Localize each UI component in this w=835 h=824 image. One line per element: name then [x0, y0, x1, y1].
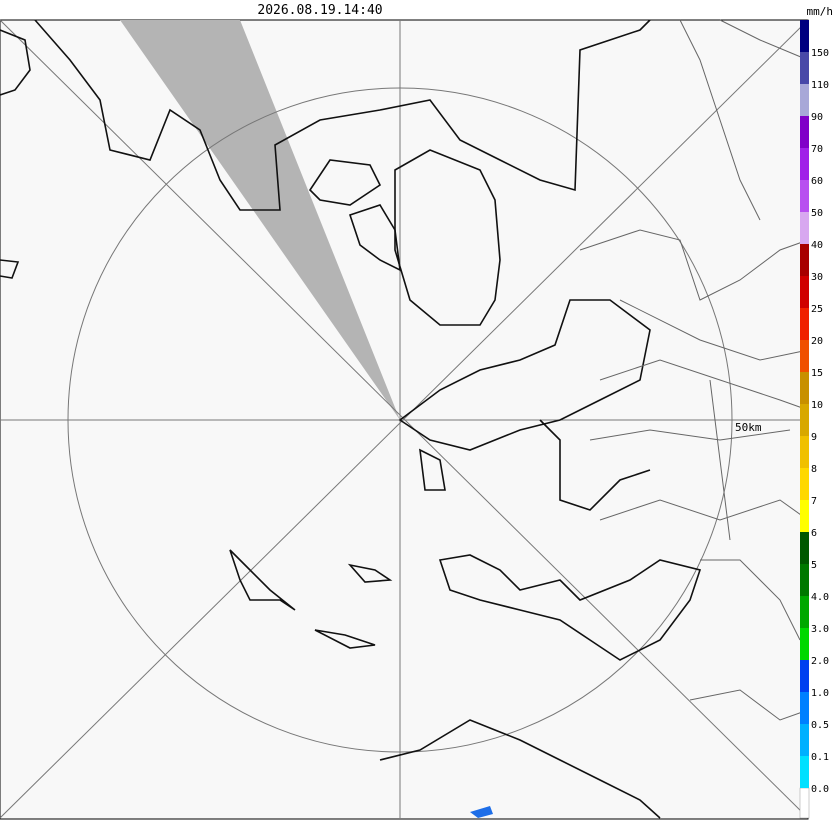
echo: [470, 806, 493, 818]
legend-swatch: [800, 468, 809, 500]
coastline: [0, 29, 31, 96]
legend-label: 7: [811, 496, 817, 507]
legend-swatch: [800, 244, 809, 276]
coastline: [398, 299, 651, 451]
coastline: [394, 149, 501, 326]
legend-unit: mm/h: [807, 5, 834, 18]
legend-swatch: [800, 436, 809, 468]
legend-label: 110: [811, 80, 829, 91]
admin-border: [579, 19, 809, 721]
coastline: [314, 629, 376, 649]
legend-swatch: [800, 84, 809, 116]
legend-swatch: [800, 692, 809, 724]
legend-swatch: [800, 756, 809, 788]
legend-label: 20: [811, 336, 823, 347]
legend-swatch: [800, 660, 809, 692]
legend-swatch: [800, 148, 809, 180]
legend-swatch: [800, 724, 809, 756]
legend-label: 40: [811, 240, 823, 251]
legend-swatch: [800, 500, 809, 532]
legend-label: 60: [811, 176, 823, 187]
legend-swatch: [800, 340, 809, 372]
timestamp: 2026.08.19.14:40: [257, 3, 382, 18]
legend-label: 3.0: [811, 624, 829, 635]
legend-label: 4.0: [811, 592, 829, 603]
legend-swatch: [800, 564, 809, 596]
legend-swatch: [800, 628, 809, 660]
legend-label: 0.0: [811, 784, 829, 795]
guide-line: [0, 19, 809, 819]
legend-label: 25: [811, 304, 823, 315]
legend-swatch: [800, 20, 809, 52]
coastline: [379, 719, 661, 819]
coastline: [348, 204, 401, 272]
legend-label: 9: [811, 432, 817, 443]
legend-label: 8: [811, 464, 817, 475]
coastline: [438, 554, 702, 661]
coastline: [308, 159, 382, 206]
legend-label: 50: [811, 208, 823, 219]
legend-swatch: [800, 180, 809, 212]
legend-label: 10: [811, 400, 823, 411]
legend-label: 90: [811, 112, 823, 123]
legend-label: 15: [811, 368, 823, 379]
legend-label: 5: [811, 560, 817, 571]
legend: 150 110 90 70 60 50 40 30 25 20 15 10 9 8 7 6 5 4.0 3.0 2.0…: [799, 20, 829, 819]
legend-swatch: [800, 596, 809, 628]
legend-swatch: [800, 532, 809, 564]
coastline: [539, 419, 651, 511]
legend-swatch: [800, 52, 809, 84]
legend-label: 1.0: [811, 688, 829, 699]
coastline: [229, 549, 296, 611]
legend-swatch: [799, 787, 810, 819]
range-label: 50km: [735, 421, 762, 434]
legend-label: 150: [811, 48, 829, 59]
legend-label: 30: [811, 272, 823, 283]
legend-swatch: [800, 276, 809, 308]
legend-label: 6: [811, 528, 817, 539]
legend-swatch: [800, 308, 809, 340]
map-layer: 50km: [0, 19, 809, 819]
legend-swatch: [800, 372, 809, 404]
legend-swatch: [800, 116, 809, 148]
legend-label: 2.0: [811, 656, 829, 667]
legend-label: 0.1: [811, 752, 829, 763]
coastline: [419, 448, 446, 491]
coastline: [0, 259, 20, 279]
legend-label: 70: [811, 144, 823, 155]
legend-label: 0.5: [811, 720, 829, 731]
beam-shadow: [120, 20, 400, 420]
legend-swatch: [800, 404, 809, 436]
coastline: [347, 563, 393, 583]
legend-swatch: [800, 212, 809, 244]
coastline: [34, 19, 651, 211]
